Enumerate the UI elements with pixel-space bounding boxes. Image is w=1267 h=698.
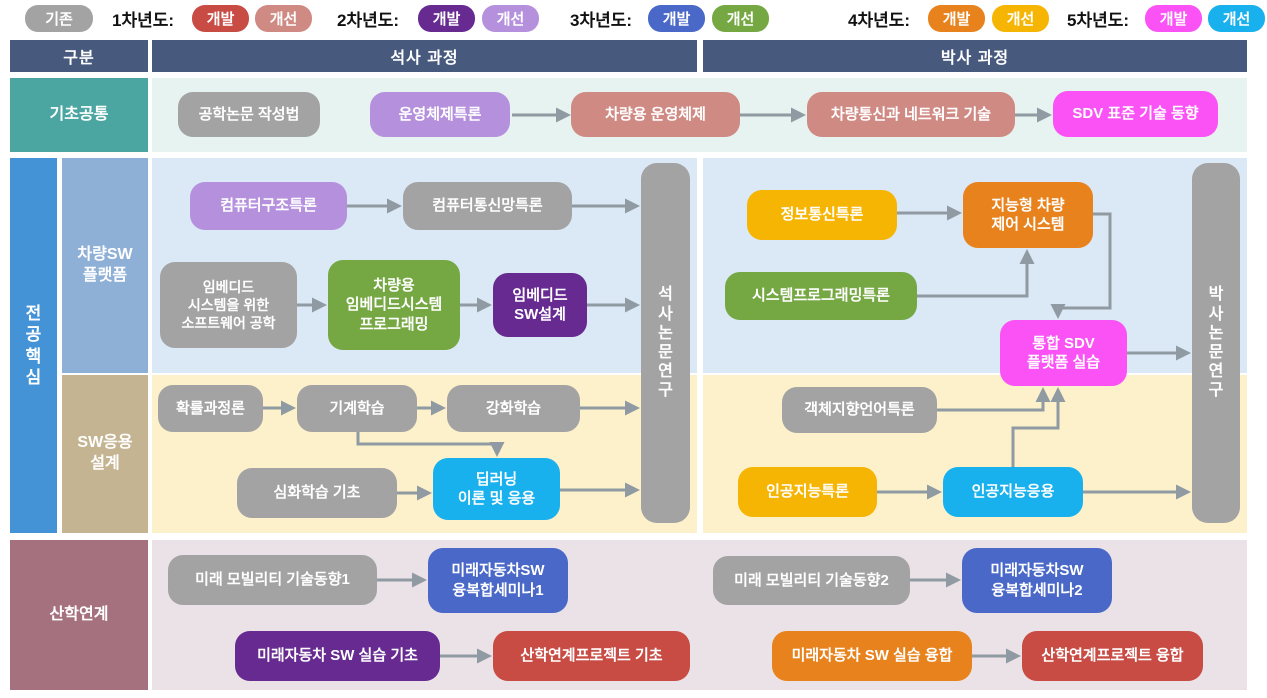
course-d2: 지능형 차량 제어 시스템 xyxy=(963,182,1093,248)
row-label-sw-application-design: SW응용 설계 xyxy=(62,375,148,533)
course-d3: 시스템프로그래밍특론 xyxy=(725,272,917,320)
row-label-basic-common: 기초공통 xyxy=(10,78,148,152)
course-d6: 인공지능특론 xyxy=(738,467,877,517)
course-i4: 산학연계프로젝트 기초 xyxy=(493,631,690,681)
course-i8: 산학연계프로젝트 융합 xyxy=(1022,631,1203,681)
course-d1: 정보통신특론 xyxy=(747,190,897,240)
legend-badge-year3-develop: 개발 xyxy=(648,5,705,32)
legend-year-label-5: 5차년도: xyxy=(1067,11,1130,30)
course-m8: 강화학습 xyxy=(447,385,580,432)
course-m2: 컴퓨터통신망특론 xyxy=(403,182,572,230)
legend-year-label-2: 2차년도: xyxy=(337,11,400,30)
course-m7: 기계학습 xyxy=(297,385,417,432)
course-i5: 미래 모빌리티 기술동향2 xyxy=(713,556,910,605)
course-d7: 인공지능응용 xyxy=(943,467,1083,517)
legend-badge-year2-develop: 개발 xyxy=(418,5,475,32)
course-i3: 미래자동차 SW 실습 기초 xyxy=(235,631,440,681)
course-d4: 통합 SDV 플랫폼 실습 xyxy=(1000,320,1127,386)
legend-badge-year3-improve: 개선 xyxy=(712,5,769,32)
arrow-connector-20 xyxy=(1011,387,1066,467)
course-b1: 공학논문 작성법 xyxy=(178,92,320,137)
arrow-connector-19 xyxy=(937,387,1051,412)
course-m6: 확률과정론 xyxy=(158,385,263,432)
course-m10: 딥러닝 이론 및 응용 xyxy=(433,458,560,520)
course-m9: 심화학습 기초 xyxy=(237,468,397,518)
arrow-connector-17 xyxy=(1050,212,1112,319)
legend-badge-year1-improve: 개선 xyxy=(255,5,312,32)
header-category: 구분 xyxy=(10,40,148,72)
course-b4: 차량통신과 네트워크 기술 xyxy=(807,92,1015,137)
course-m1: 컴퓨터구조특론 xyxy=(190,182,347,230)
course-b5: SDV 표준 기술 동향 xyxy=(1053,91,1218,137)
course-b3: 차량용 운영체제 xyxy=(571,92,740,137)
row-label-industry-academia: 산학연계 xyxy=(10,540,148,690)
course-m5: 임베디드 SW설계 xyxy=(493,273,587,337)
legend: 기존 1차년도: 개발 개선 2차년도: 개발 개선 3차년도: 개발 개선 4차년도: 개발 개선 5차… xyxy=(0,0,1267,36)
legend-badge-year5-improve: 개선 xyxy=(1208,5,1265,32)
legend-year-label-3: 3차년도: xyxy=(570,11,633,30)
header-doctoral-course: 박사 과정 xyxy=(703,40,1247,72)
legend-badge-year5-develop: 개발 xyxy=(1145,5,1202,32)
course-i7: 미래자동차 SW 실습 융합 xyxy=(772,631,972,681)
legend-badge-year4-develop: 개발 xyxy=(928,5,985,32)
legend-existing-badge: 기존 xyxy=(25,5,93,32)
course-m4: 차량용 임베디드시스템 프로그래밍 xyxy=(328,260,460,350)
course-m3: 임베디드 시스템을 위한 소프트웨어 공학 xyxy=(160,262,297,348)
course-i6: 미래자동차SW 융복합세미나2 xyxy=(962,548,1112,613)
legend-badge-year4-improve: 개선 xyxy=(992,5,1049,32)
row-label-vehicle-sw-platform: 차량SW 플랫폼 xyxy=(62,158,148,373)
header-master-course: 석사 과정 xyxy=(152,40,697,72)
legend-year-label-4: 4차년도: xyxy=(848,11,911,30)
arrow-connector-16 xyxy=(917,249,1035,298)
course-i1: 미래 모빌리티 기술동향1 xyxy=(168,555,377,605)
legend-badge-year2-improve: 개선 xyxy=(482,5,539,32)
legend-badge-year1-develop: 개발 xyxy=(192,5,249,32)
course-d5: 객체지향언어특론 xyxy=(782,387,937,433)
course-b2: 운영체제특론 xyxy=(370,92,510,137)
arrow-connector-12 xyxy=(356,432,505,457)
legend-year-label-1: 1차년도: xyxy=(112,11,175,30)
course-i2: 미래자동차SW 융복합세미나1 xyxy=(428,548,568,613)
